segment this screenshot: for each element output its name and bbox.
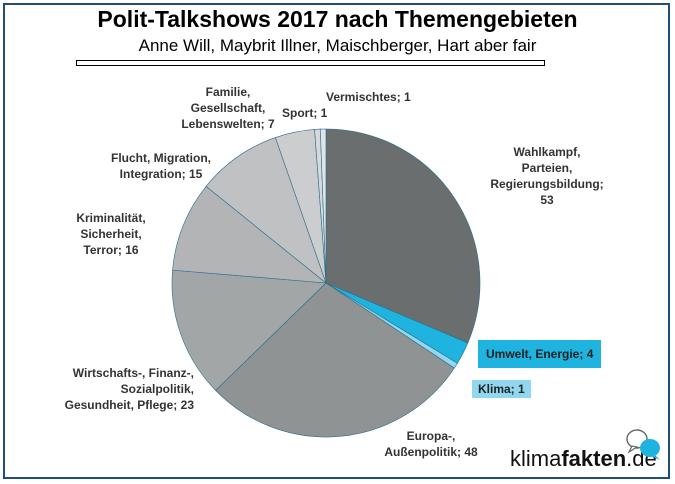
speech-bubble-icon <box>626 429 660 460</box>
slice-label-3-line-1: Außenpolitik; 48 <box>384 445 478 459</box>
pie-slice-3 <box>215 282 455 438</box>
slice-label-1-line-0: Umwelt, Energie; 4 <box>486 347 594 361</box>
slice-label-5-line-1: Sicherheit, <box>80 227 142 241</box>
pie-slice-0 <box>325 128 481 344</box>
pie-slice-9 <box>319 128 327 284</box>
slice-label-9: Vermischtes; 1 <box>326 89 411 105</box>
slice-label-6-line-1: Integration; 15 <box>119 167 203 181</box>
pie-slice-5 <box>172 185 327 284</box>
slice-label-4-line-1: Sozialpolitik, <box>120 382 194 396</box>
slice-label-1: Umwelt, Energie; 4 <box>478 340 602 368</box>
slice-label-5: Kriminalität, Sicherheit, Terror; 16 <box>70 210 152 258</box>
slice-label-7-line-1: Gesellschaft, <box>190 101 266 115</box>
logo-text-part1: klima <box>510 446 562 471</box>
slice-label-8-line-0: Sport; 1 <box>282 106 328 120</box>
slice-label-4-line-2: Gesundheit, Pflege; 23 <box>64 398 194 412</box>
chart-subtitle: Anne Will, Maybrit Illner, Maischberger,… <box>138 36 537 55</box>
slice-label-2: Klima; 1 <box>472 380 531 398</box>
slice-label-3: Europa-, Außenpolitik; 48 <box>371 428 491 460</box>
slice-label-0-line-3: 53 <box>540 193 554 207</box>
slice-label-0: Wahlkampf, Parteien, Regierungsbildung; 53 <box>477 144 617 208</box>
slice-label-5-line-2: Terror; 16 <box>83 243 139 257</box>
title-divider <box>76 60 545 66</box>
slice-label-3-line-0: Europa-, <box>406 429 456 443</box>
pie-slice-6 <box>205 137 327 284</box>
chart-title: Polit-Talkshows 2017 nach Themengebieten <box>97 6 578 32</box>
slice-label-2-line-0: Klima; 1 <box>478 382 525 396</box>
slice-label-7: Familie, Gesellschaft, Lebenswelten; 7 <box>180 84 276 132</box>
slice-label-5-line-0: Kriminalität, <box>76 211 146 225</box>
slice-label-7-line-0: Familie, <box>205 85 251 99</box>
klimafakten-logo: klimafakten.de <box>510 446 657 472</box>
slice-label-8: Sport; 1 <box>282 105 327 121</box>
slice-label-0-line-1: Parteien, <box>521 161 573 175</box>
slice-label-6-line-0: Flucht, Migration, <box>111 151 211 165</box>
logo-text-bold: fakten <box>561 446 627 471</box>
slice-label-4-line-0: Wirtschafts-, Finanz-, <box>72 366 194 380</box>
slice-label-4: Wirtschafts-, Finanz-, Sozialpolitik, Gesu… <box>62 365 194 413</box>
pie-slice-4 <box>171 269 327 391</box>
slice-label-0-line-2: Regierungsbildung; <box>490 177 604 191</box>
slice-label-7-line-2: Lebenswelten; 7 <box>181 117 275 131</box>
slice-label-0-line-0: Wahlkampf, <box>513 145 581 159</box>
slice-label-9-line-0: Vermischtes; 1 <box>326 90 411 104</box>
slice-label-6: Flucht, Migration, Integration; 15 <box>98 150 224 182</box>
